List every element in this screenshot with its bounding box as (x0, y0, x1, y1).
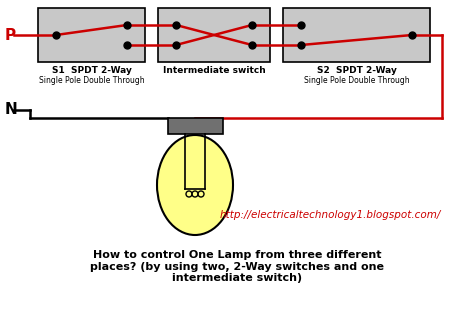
Bar (168, 118, 223, 134)
Ellipse shape (157, 135, 233, 235)
Text: How to control One Lamp from three different
places? (by using two, 2-Way switch: How to control One Lamp from three diffe… (90, 250, 384, 283)
Text: http://electricaltechnology1.blogspot.com/: http://electricaltechnology1.blogspot.co… (220, 210, 441, 220)
Text: N: N (5, 102, 18, 117)
Text: Single Pole Double Through: Single Pole Double Through (39, 76, 144, 85)
Bar (283, 8, 430, 62)
Bar (158, 8, 270, 62)
Text: Intermediate switch: Intermediate switch (163, 66, 265, 75)
Text: P: P (5, 28, 16, 42)
Text: S1  SPDT 2-Way: S1 SPDT 2-Way (52, 66, 131, 75)
Text: Single Pole Double Through: Single Pole Double Through (304, 76, 410, 85)
Text: S2  SPDT 2-Way: S2 SPDT 2-Way (317, 66, 396, 75)
Bar (38, 8, 145, 62)
